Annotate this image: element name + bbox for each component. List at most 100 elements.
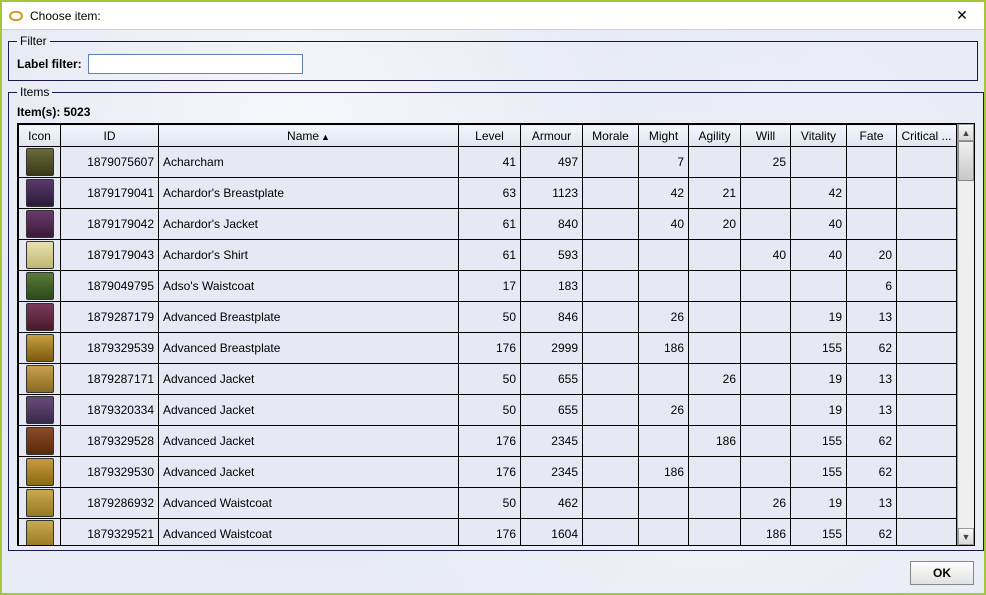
table-row[interactable]: 1879179042Achardor's Jacket61840402040 bbox=[19, 209, 957, 240]
col-header[interactable]: Critical ... bbox=[897, 125, 957, 147]
table-row[interactable]: 1879287179Advanced Breastplate5084626191… bbox=[19, 302, 957, 333]
cell-morale bbox=[583, 271, 639, 302]
col-header[interactable]: Icon bbox=[19, 125, 61, 147]
col-header[interactable]: ID bbox=[61, 125, 159, 147]
icon-cell bbox=[19, 302, 61, 333]
col-header[interactable]: Armour bbox=[521, 125, 583, 147]
cell-name: Advanced Jacket bbox=[159, 426, 459, 457]
table-row[interactable]: 1879286932Advanced Waistcoat50462261913 bbox=[19, 488, 957, 519]
cell-crit bbox=[897, 178, 957, 209]
cell-armour: 2999 bbox=[521, 333, 583, 364]
scroll-track[interactable] bbox=[958, 141, 974, 528]
table-row[interactable]: 1879179041Achardor's Breastplate63112342… bbox=[19, 178, 957, 209]
cell-morale bbox=[583, 395, 639, 426]
cell-level: 176 bbox=[459, 519, 521, 546]
cell-morale bbox=[583, 364, 639, 395]
table-row[interactable]: 1879075607Acharcham41497725 bbox=[19, 147, 957, 178]
cell-armour: 183 bbox=[521, 271, 583, 302]
cell-name: Adso's Waistcoat bbox=[159, 271, 459, 302]
table-row[interactable]: 1879329528Advanced Jacket176234518615562 bbox=[19, 426, 957, 457]
cell-fate: 6 bbox=[847, 271, 897, 302]
col-header[interactable]: Name▲ bbox=[159, 125, 459, 147]
ok-button[interactable]: OK bbox=[910, 561, 974, 585]
table-row[interactable]: 1879049795Adso's Waistcoat17183 6 bbox=[19, 271, 957, 302]
cell-agility bbox=[689, 519, 741, 546]
label-filter-input[interactable] bbox=[88, 54, 303, 74]
cell-morale bbox=[583, 240, 639, 271]
cell-name: Advanced Waistcoat bbox=[159, 488, 459, 519]
cell-id: 1879287171 bbox=[61, 364, 159, 395]
item-icon bbox=[26, 396, 54, 424]
cell-might bbox=[639, 426, 689, 457]
icon-cell bbox=[19, 488, 61, 519]
cell-level: 17 bbox=[459, 271, 521, 302]
items-table-wrap: IconIDName▲LevelArmourMoraleMightAgility… bbox=[17, 123, 975, 546]
cell-id: 1879286932 bbox=[61, 488, 159, 519]
window-title: Choose item: bbox=[30, 9, 946, 23]
cell-agility: 26 bbox=[689, 364, 741, 395]
icon-cell bbox=[19, 333, 61, 364]
col-header[interactable]: Agility bbox=[689, 125, 741, 147]
col-header[interactable]: Level bbox=[459, 125, 521, 147]
cell-will: 25 bbox=[741, 147, 791, 178]
cell-level: 50 bbox=[459, 364, 521, 395]
cell-morale bbox=[583, 178, 639, 209]
table-row[interactable]: 1879329521Advanced Waistcoat176160418615… bbox=[19, 519, 957, 546]
cell-level: 50 bbox=[459, 302, 521, 333]
cell-id: 1879287179 bbox=[61, 302, 159, 333]
close-button[interactable]: ✕ bbox=[946, 7, 978, 24]
cell-might: 26 bbox=[639, 395, 689, 426]
items-legend: Items bbox=[17, 85, 52, 99]
col-header[interactable]: Might bbox=[639, 125, 689, 147]
cell-morale bbox=[583, 209, 639, 240]
cell-agility bbox=[689, 147, 741, 178]
cell-vitality: 40 bbox=[791, 209, 847, 240]
col-header[interactable]: Will bbox=[741, 125, 791, 147]
cell-crit bbox=[897, 426, 957, 457]
table-row[interactable]: 1879329530Advanced Jacket176234518615562 bbox=[19, 457, 957, 488]
table-row[interactable]: 1879320334Advanced Jacket50655261913 bbox=[19, 395, 957, 426]
cell-fate: 13 bbox=[847, 395, 897, 426]
cell-level: 63 bbox=[459, 178, 521, 209]
cell-agility bbox=[689, 395, 741, 426]
filter-group: Filter Label filter: bbox=[8, 34, 978, 81]
cell-id: 1879049795 bbox=[61, 271, 159, 302]
cell-fate: 13 bbox=[847, 302, 897, 333]
cell-might bbox=[639, 364, 689, 395]
cell-id: 1879329528 bbox=[61, 426, 159, 457]
cell-crit bbox=[897, 271, 957, 302]
scroll-down-arrow[interactable]: ▼ bbox=[958, 528, 974, 545]
cell-morale bbox=[583, 488, 639, 519]
icon-cell bbox=[19, 147, 61, 178]
scroll-up-arrow[interactable]: ▲ bbox=[958, 124, 974, 141]
cell-fate bbox=[847, 178, 897, 209]
cell-id: 1879179041 bbox=[61, 178, 159, 209]
table-row[interactable]: 1879287171Advanced Jacket50655261913 bbox=[19, 364, 957, 395]
cell-armour: 1604 bbox=[521, 519, 583, 546]
cell-name: Achardor's Jacket bbox=[159, 209, 459, 240]
cell-crit bbox=[897, 302, 957, 333]
item-icon bbox=[26, 365, 54, 393]
item-icon bbox=[26, 458, 54, 486]
cell-agility bbox=[689, 240, 741, 271]
table-row[interactable]: 1879179043Achardor's Shirt61593404020 bbox=[19, 240, 957, 271]
col-header[interactable]: Vitality bbox=[791, 125, 847, 147]
table-row[interactable]: 1879329539Advanced Breastplate1762999186… bbox=[19, 333, 957, 364]
cell-id: 1879329539 bbox=[61, 333, 159, 364]
cell-morale bbox=[583, 147, 639, 178]
cell-vitality: 155 bbox=[791, 333, 847, 364]
col-header[interactable]: Fate bbox=[847, 125, 897, 147]
col-header[interactable]: Morale bbox=[583, 125, 639, 147]
cell-crit bbox=[897, 395, 957, 426]
cell-agility bbox=[689, 302, 741, 333]
cell-morale bbox=[583, 519, 639, 546]
items-table-scroll[interactable]: IconIDName▲LevelArmourMoraleMightAgility… bbox=[18, 124, 957, 545]
cell-fate: 62 bbox=[847, 333, 897, 364]
items-group: Items Item(s): 5023 IconIDName▲LevelArmo… bbox=[8, 85, 984, 551]
scroll-thumb[interactable] bbox=[958, 141, 974, 181]
vertical-scrollbar[interactable]: ▲ ▼ bbox=[957, 124, 974, 545]
cell-will bbox=[741, 178, 791, 209]
icon-cell bbox=[19, 395, 61, 426]
cell-vitality: 155 bbox=[791, 426, 847, 457]
cell-will bbox=[741, 333, 791, 364]
